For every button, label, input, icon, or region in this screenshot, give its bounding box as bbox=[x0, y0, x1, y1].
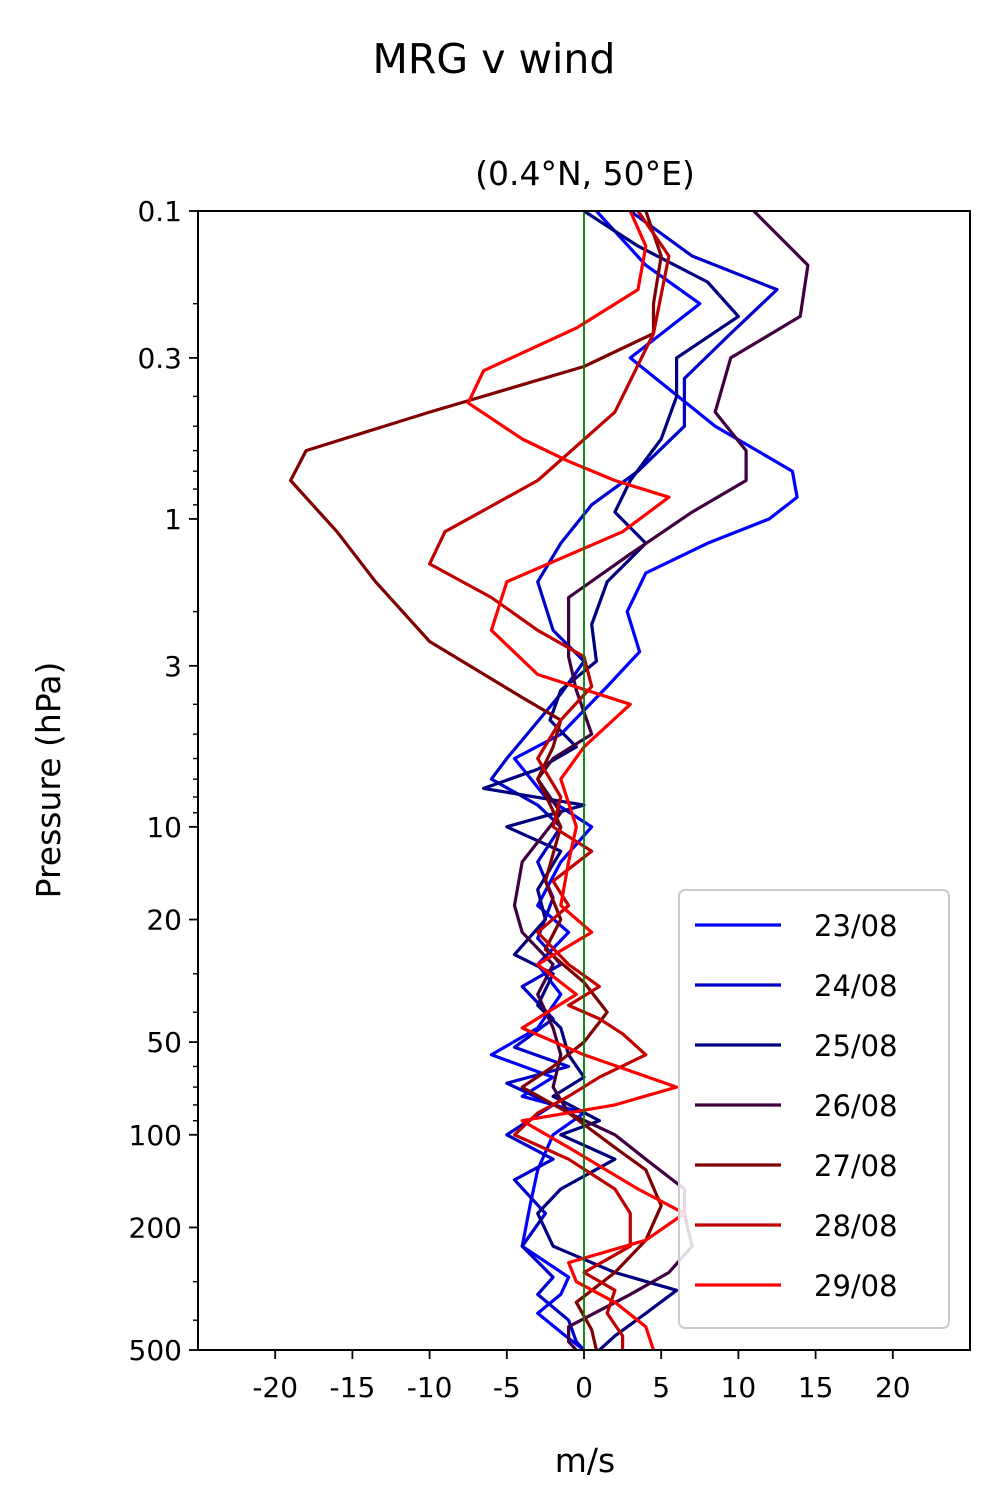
x-tick-label: -10 bbox=[407, 1371, 453, 1404]
legend-label: 25/08 bbox=[814, 1029, 898, 1063]
y-axis-label: Pressure (hPa) bbox=[29, 662, 68, 899]
y-tick-label: 50 bbox=[146, 1026, 182, 1059]
chart-subtitle: (0.4°N, 50°E) bbox=[475, 154, 695, 193]
legend-label: 26/08 bbox=[814, 1089, 898, 1123]
y-tick-label: 20 bbox=[146, 904, 182, 937]
y-tick-label: 0.3 bbox=[137, 342, 182, 375]
legend-frame bbox=[678, 889, 950, 1329]
y-tick-label: 0.1 bbox=[137, 195, 182, 228]
x-axis: -20 -15 -10 -5 0 5 10 15 20 bbox=[252, 1350, 911, 1404]
y-tick-label: 10 bbox=[146, 811, 182, 844]
series-line-27-08 bbox=[289, 211, 663, 1350]
plot-area bbox=[197, 210, 971, 1351]
y-tick-label: 100 bbox=[129, 1119, 182, 1152]
x-tick-label: 10 bbox=[721, 1371, 757, 1404]
x-tick-label: -5 bbox=[493, 1371, 521, 1404]
x-tick-label: 5 bbox=[652, 1371, 670, 1404]
y-axis: 0.1 0.3 1 3 10 20 50 100 200 500 bbox=[129, 195, 198, 1367]
y-tick-label: 500 bbox=[129, 1334, 182, 1367]
series-line-25-08 bbox=[482, 211, 740, 1350]
y-tick-label: 3 bbox=[164, 650, 182, 683]
x-tick-label: -15 bbox=[330, 1371, 376, 1404]
legend-label: 24/08 bbox=[814, 969, 898, 1003]
legend: 23/08 24/08 25/08 26/08 27/08 28/08 29/08 bbox=[678, 889, 950, 1329]
x-tick-label: 15 bbox=[798, 1371, 834, 1404]
x-axis-label: m/s bbox=[555, 1441, 615, 1480]
y-tick-label: 1 bbox=[164, 503, 182, 536]
chart-title: MRG v wind bbox=[373, 35, 616, 83]
legend-label: 23/08 bbox=[814, 909, 898, 943]
x-tick-label: 20 bbox=[875, 1371, 911, 1404]
legend-label: 29/08 bbox=[814, 1269, 898, 1303]
series-line-23-08 bbox=[489, 211, 799, 1350]
legend-label: 27/08 bbox=[814, 1149, 898, 1183]
x-tick-label: 0 bbox=[575, 1371, 593, 1404]
legend-label: 28/08 bbox=[814, 1209, 898, 1243]
series-line-28-08 bbox=[428, 211, 671, 1350]
x-tick-label: -20 bbox=[252, 1371, 298, 1404]
y-tick-label: 200 bbox=[129, 1211, 182, 1244]
